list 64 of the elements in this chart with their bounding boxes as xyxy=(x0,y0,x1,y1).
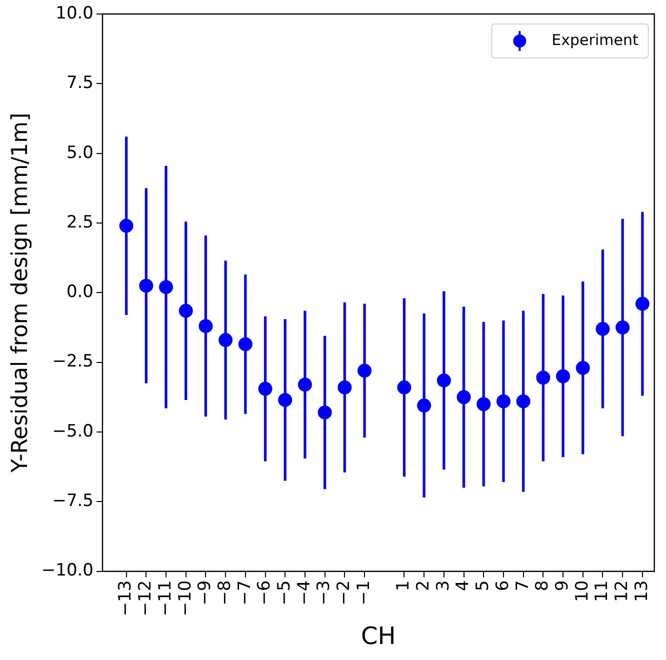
point xyxy=(119,218,134,233)
point xyxy=(139,278,154,293)
point xyxy=(338,380,352,394)
y-tick-label: 2.5 xyxy=(66,212,94,232)
point xyxy=(159,280,174,294)
x-tick-label: 12 xyxy=(612,580,632,602)
point xyxy=(596,322,610,336)
x-tick-label: 7 xyxy=(512,580,533,592)
x-tick-label: −2 xyxy=(334,580,354,606)
x-tick-label: 6 xyxy=(492,580,513,592)
x-tick-label: 10 xyxy=(572,580,592,602)
x-tick-label: 11 xyxy=(592,580,612,602)
point xyxy=(417,398,432,413)
point xyxy=(318,405,332,420)
x-tick-label: 2 xyxy=(414,580,434,592)
point xyxy=(516,394,530,408)
point xyxy=(298,378,312,392)
point xyxy=(358,364,372,378)
point xyxy=(476,397,491,412)
x-tick-label: 1 xyxy=(394,580,414,592)
x-tick-label: −13 xyxy=(116,580,136,616)
x-tick-label: 9 xyxy=(552,580,572,592)
y-axis-title: Y-Residual from design [mm/1m] xyxy=(8,112,33,474)
y-tick-label: 0.0 xyxy=(66,282,94,302)
y-tick-label: −5.0 xyxy=(52,421,94,442)
y-tick-label: −7.5 xyxy=(52,491,94,512)
x-tick-label: −1 xyxy=(354,580,374,606)
y-tick-label: 10.0 xyxy=(56,3,94,24)
x-tick-label: −6 xyxy=(254,580,275,606)
x-tick-label: −5 xyxy=(274,580,295,606)
legend-label: Experiment xyxy=(552,30,638,49)
x-tick-label: −11 xyxy=(155,580,176,616)
point xyxy=(496,394,510,408)
y-tick-label: 5.0 xyxy=(66,142,94,163)
y-tick-label: 7.5 xyxy=(66,73,94,94)
x-tick-label: 8 xyxy=(532,580,553,592)
point xyxy=(536,370,550,385)
point xyxy=(456,390,471,404)
point xyxy=(238,337,252,352)
point xyxy=(576,360,590,375)
x-tick-label: −7 xyxy=(234,580,255,606)
y-tick-label: −2.5 xyxy=(52,352,94,372)
point xyxy=(635,296,650,311)
point xyxy=(178,304,193,318)
point xyxy=(397,380,412,394)
x-tick-label: −3 xyxy=(314,580,334,606)
x-tick-label: −9 xyxy=(195,580,216,606)
x-tick-label: −4 xyxy=(294,580,314,606)
y-tick-label: −10.0 xyxy=(41,560,94,581)
point xyxy=(616,320,630,334)
x-tick-label: −8 xyxy=(214,580,235,606)
x-tick-label: 3 xyxy=(433,580,454,592)
x-tick-label: −12 xyxy=(136,580,156,616)
point xyxy=(198,319,213,334)
x-tick-label: −10 xyxy=(175,580,196,616)
x-tick-label: 5 xyxy=(473,580,494,592)
x-tick-label: 13 xyxy=(632,580,652,602)
point xyxy=(436,373,451,388)
point xyxy=(218,333,233,348)
x-axis-title: CH xyxy=(361,622,396,650)
point xyxy=(278,392,292,407)
x-tick-label: 4 xyxy=(453,580,474,592)
point xyxy=(258,382,272,396)
point xyxy=(556,369,570,384)
